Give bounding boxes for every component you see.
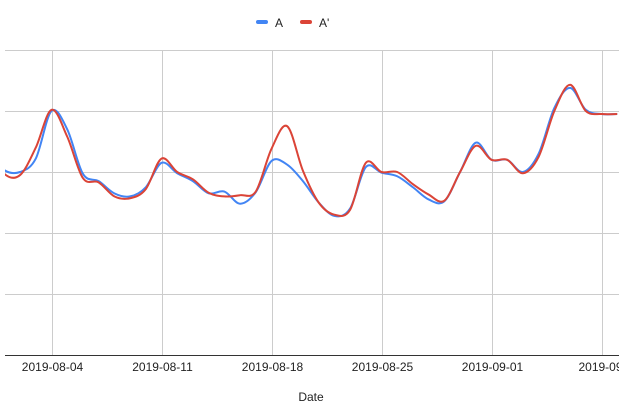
x-axis-title: Date: [298, 390, 324, 404]
x-tick-label: 2019-08-18: [242, 360, 304, 374]
legend-label-a-prime: A': [319, 16, 329, 30]
series-line-a-prime: [5, 83, 618, 217]
x-tick-label: 2019-08-04: [22, 360, 84, 374]
x-tick-label: 2019-09-: [578, 360, 619, 374]
legend-label-a: A: [275, 16, 283, 30]
legend: A A': [256, 16, 329, 30]
x-tick-label: 2019-08-11: [132, 360, 193, 374]
x-tick-label: 2019-08-25: [352, 360, 414, 374]
legend-swatch-a: [256, 20, 268, 24]
grid: [5, 50, 619, 356]
series-line-a: [5, 86, 618, 218]
x-tick-label: 2019-09-01: [462, 360, 524, 374]
x-axis-ticks: 2019-08-04 2019-08-11 2019-08-18 2019-08-25…: [22, 360, 619, 374]
legend-swatch-a-prime: [300, 20, 312, 24]
series-lines: [5, 83, 618, 218]
